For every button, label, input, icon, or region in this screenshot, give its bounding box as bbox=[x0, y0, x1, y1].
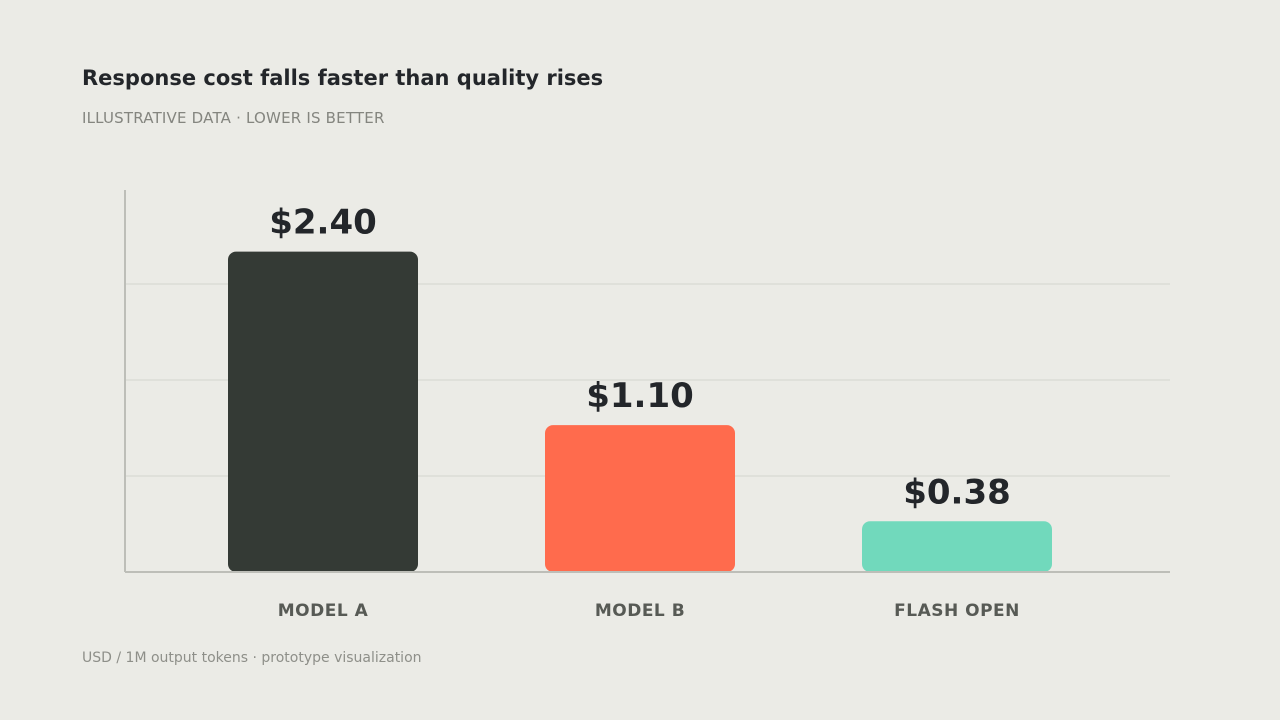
chart-subtitle: ILLUSTRATIVE DATA · LOWER IS BETTER bbox=[82, 109, 385, 127]
category-label: MODEL A bbox=[278, 601, 369, 621]
value-label: $2.40 bbox=[269, 203, 377, 243]
value-label: $1.10 bbox=[586, 376, 694, 416]
bar-flash-open bbox=[862, 521, 1052, 572]
bar-model-a bbox=[228, 251, 418, 572]
bar-model-b bbox=[545, 425, 735, 572]
category-label: FLASH OPEN bbox=[894, 601, 1020, 621]
chart-title: Response cost falls faster than quality … bbox=[82, 66, 604, 90]
chart-footnote: USD / 1M output tokens · prototype visua… bbox=[82, 650, 422, 666]
value-label: $0.38 bbox=[903, 472, 1011, 512]
category-label: MODEL B bbox=[595, 601, 685, 621]
